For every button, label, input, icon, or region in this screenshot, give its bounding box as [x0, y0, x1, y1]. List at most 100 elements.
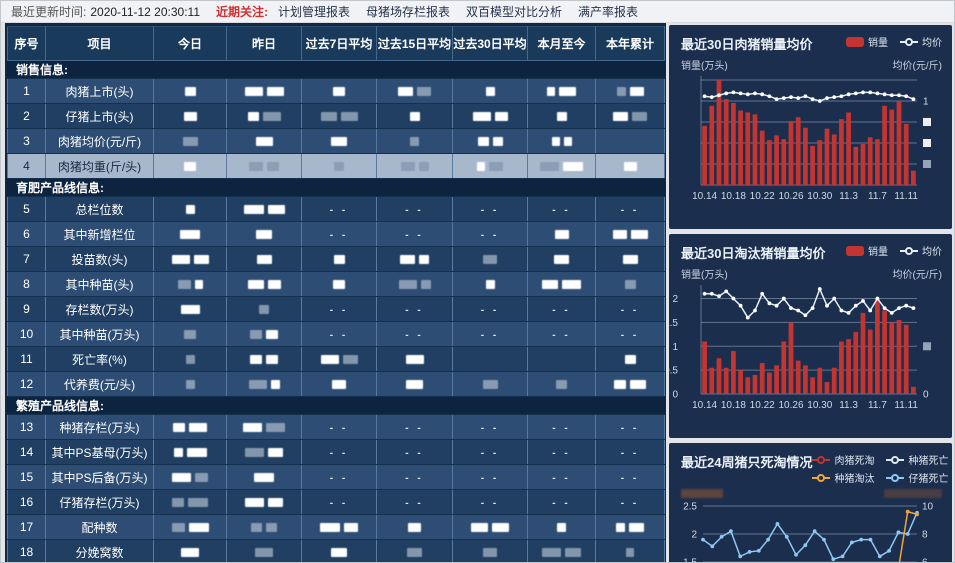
report-link-3[interactable]: 双百模型对比分析 — [466, 5, 563, 19]
data-cell: - - — [595, 464, 665, 490]
bar — [795, 360, 801, 394]
line-point — [889, 93, 894, 98]
table-row-15[interactable]: 15 其中PS后备(万头) - - - - - - - - - - — [7, 464, 665, 490]
redacted-value — [244, 87, 263, 97]
legend-bar-swatch — [846, 245, 864, 256]
redacted-value — [408, 523, 421, 533]
legend-item[interactable]: 均价 — [900, 243, 942, 258]
data-cell: - - — [595, 439, 665, 465]
redacted-value — [340, 112, 358, 122]
redacted-value — [262, 112, 281, 122]
bar — [781, 341, 787, 394]
no-data-dashes: - - — [405, 448, 424, 459]
no-data-dashes: - - — [552, 305, 571, 316]
section-title: 育肥产品线信息: — [7, 178, 665, 197]
table-row-18[interactable]: 18 分娩窝数 — [7, 539, 665, 562]
redacted-value — [250, 355, 262, 365]
bar — [824, 382, 830, 394]
y-axis-right-label: 均价(元/斤) — [892, 270, 942, 281]
kpi-table: 序号 项目 今日 昨日 过去7日平均 过去15日平均 过去30日平均 本月至今 本年累计 销售信… — [7, 26, 665, 562]
table-row-2[interactable]: 2 仔猪上市(头) — [7, 103, 665, 129]
x-axis-tick-label: 10.14 — [692, 400, 717, 411]
x-axis-tick-label: 11.7 — [868, 191, 887, 202]
line-point — [731, 90, 736, 95]
redacted-value — [482, 380, 498, 390]
data-cell — [226, 346, 302, 372]
data-cell — [301, 271, 377, 297]
table-row-14[interactable]: 14 其中PS基母(万头) - - - - - - - - - - — [7, 439, 665, 465]
legend-item[interactable]: 种猪死亡 — [886, 452, 948, 467]
table-row-11[interactable]: 11 死亡率(%) — [7, 346, 665, 372]
table-row-13[interactable]: 13 种猪存栏(万头) - - - - - - - - - - — [7, 414, 665, 440]
no-data-dashes: - - — [552, 473, 571, 484]
row-number: 17 — [7, 514, 46, 540]
bar — [759, 362, 765, 394]
y-axis-right-tick-label: 6 — [922, 558, 928, 563]
report-link-1[interactable]: 计划管理报表 — [278, 5, 351, 19]
no-data-dashes: - - — [329, 330, 349, 341]
data-cell — [376, 246, 453, 272]
data-cell: - - — [527, 439, 596, 465]
table-row-1[interactable]: 1 肉猪上市(头) — [7, 78, 665, 104]
legend-item[interactable]: 均价 — [900, 34, 942, 49]
table-row-16[interactable]: 16 仔猪存栏(万头) - - - - - - - - - - — [7, 489, 665, 515]
report-link-4[interactable]: 满产率报表 — [578, 5, 639, 19]
bar — [896, 101, 902, 185]
legend-item[interactable]: 销量 — [846, 243, 888, 258]
redacted-value — [624, 280, 636, 290]
line-point — [875, 296, 880, 301]
redacted-value — [612, 230, 627, 240]
line-point — [846, 310, 851, 315]
data-cell — [153, 321, 227, 347]
line-point — [702, 291, 707, 296]
table-row-4[interactable]: 4 肉猪均重(斤/头) — [7, 153, 665, 179]
data-cell — [226, 514, 302, 540]
report-link-2[interactable]: 母猪场存栏报表 — [366, 5, 451, 19]
legend-label: 种猪淘汰 — [834, 474, 875, 485]
data-cell — [153, 271, 227, 297]
table-row-8[interactable]: 8 其中种苗(头) — [7, 271, 665, 297]
redacted-tick-label — [923, 160, 931, 168]
line-point — [774, 97, 779, 101]
table-row-7[interactable]: 7 投苗数(头) — [7, 246, 665, 272]
x-axis-tick-label: 10.30 — [807, 400, 832, 411]
data-cell: - - — [527, 464, 596, 490]
data-cell — [301, 78, 377, 104]
legend-item[interactable]: 仔猪死亡 — [886, 470, 948, 485]
bar — [867, 137, 873, 185]
data-cell — [595, 514, 665, 540]
no-data-dashes: - - — [480, 305, 500, 316]
row-item-label: 总栏位数 — [45, 196, 154, 222]
legend-item[interactable]: 销量 — [846, 34, 888, 49]
no-data-dashes: - - — [329, 205, 349, 216]
redacted-value — [333, 280, 345, 290]
redacted-value — [616, 523, 625, 533]
redacted-value — [556, 380, 567, 390]
redacted-value — [268, 448, 283, 458]
table-row-5[interactable]: 5 总栏位数 - - - - - - - - - - — [7, 196, 665, 222]
chart-panel-cull-sales-price: 最近30日淘汰猪销量均价 销量均价 销量(万头) 均价(元/斤) 00.511.… — [669, 234, 952, 438]
data-cell — [527, 153, 596, 179]
line-point — [868, 90, 873, 95]
table-row-6[interactable]: 6 其中新增栏位 - - - - - - — [7, 221, 665, 247]
redacted-value — [400, 162, 415, 172]
data-cell — [595, 371, 665, 397]
table-row-9[interactable]: 9 存栏数(万头) - - - - - - - - - - — [7, 296, 665, 322]
x-axis-tick-label: 11.11 — [894, 191, 918, 202]
redacted-tick-label — [923, 139, 931, 147]
x-axis-tick-label: 11.3 — [839, 400, 858, 411]
column-header: 本月至今 — [527, 26, 596, 61]
legend-item[interactable]: 种猪淘汰 — [812, 470, 874, 485]
section-title: 繁殖产品线信息: — [7, 396, 665, 415]
column-header: 本年累计 — [595, 26, 665, 61]
legend-item[interactable]: 肉猪死淘 — [812, 452, 874, 467]
redacted-value — [616, 87, 626, 97]
data-cell — [595, 153, 665, 179]
table-row-3[interactable]: 3 肉猪均价(元/斤) — [7, 128, 665, 154]
table-row-17[interactable]: 17 配种数 — [7, 514, 665, 540]
table-row-12[interactable]: 12 代养费(元/头) — [7, 371, 665, 397]
data-cell: - - — [452, 321, 528, 347]
data-cell — [452, 78, 528, 104]
table-row-10[interactable]: 10 其中种苗(万头) - - - - - - - - - - — [7, 321, 665, 347]
